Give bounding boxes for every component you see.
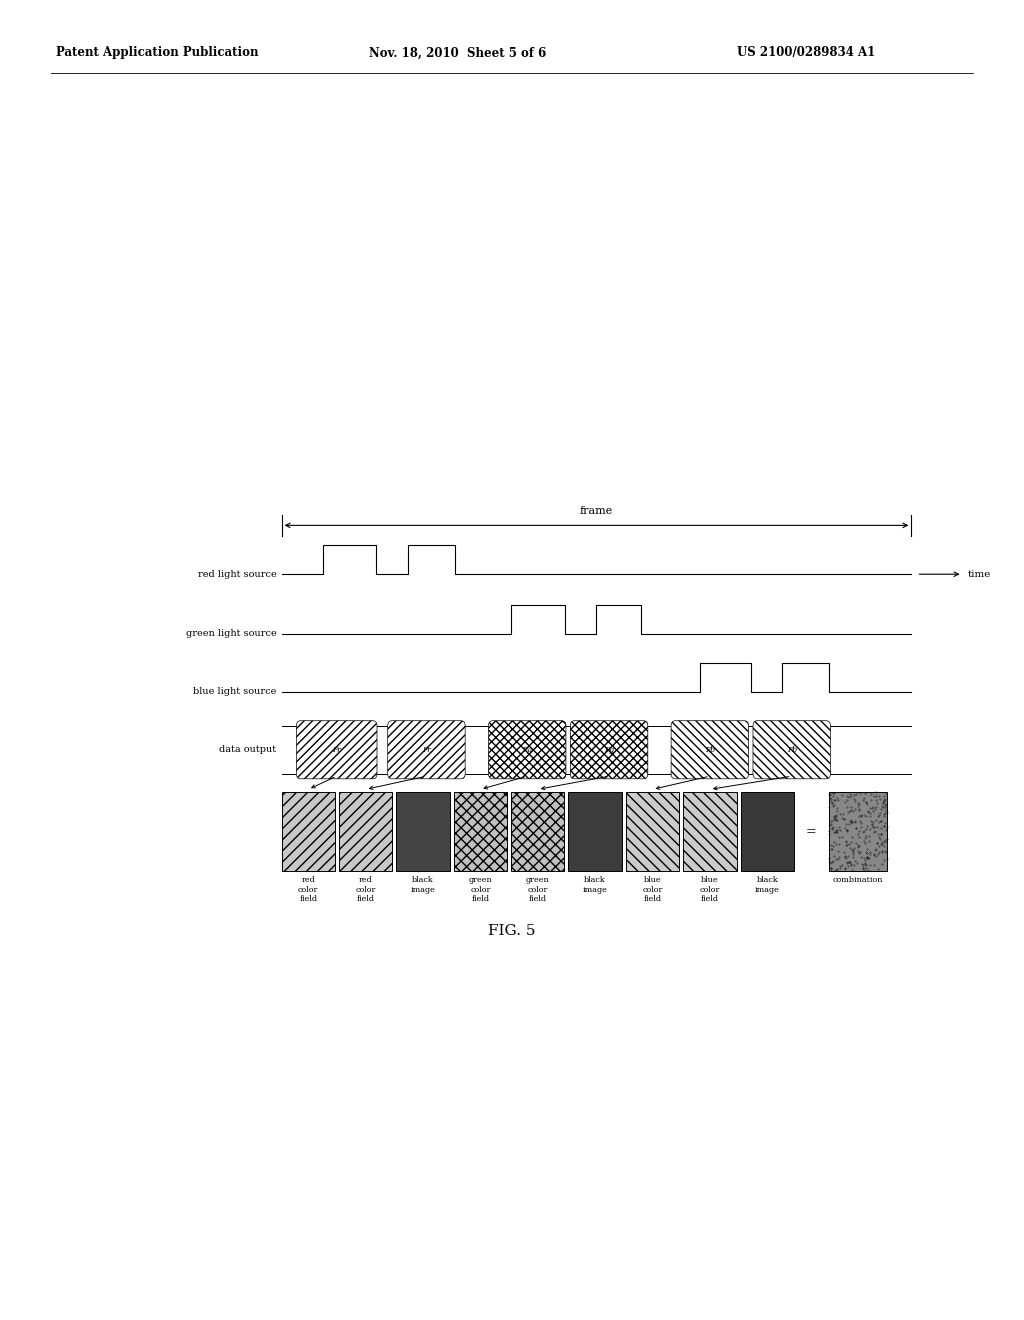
Text: red light source: red light source [198,570,276,578]
Bar [282,792,335,871]
Text: red
color
field: red color field [298,876,318,903]
Text: Fg: Fg [604,746,614,754]
Text: Nov. 18, 2010  Sheet 5 of 6: Nov. 18, 2010 Sheet 5 of 6 [369,46,546,59]
Bar [454,792,507,871]
Bar [626,792,679,871]
Text: Fg: Fg [522,746,532,754]
FancyBboxPatch shape [388,721,465,779]
Bar [396,792,450,871]
Bar [511,792,564,871]
Bar [828,792,888,871]
Bar [683,792,736,871]
Text: combination: combination [833,876,884,884]
Text: data output: data output [219,746,276,754]
Text: green
color
field: green color field [469,876,493,903]
Text: Patent Application Publication: Patent Application Publication [56,46,259,59]
Text: black
image: black image [755,876,779,894]
Text: Fr: Fr [332,746,341,754]
Bar [740,792,794,871]
Text: Fb: Fb [705,746,715,754]
Text: blue
color
field: blue color field [642,876,663,903]
Text: blue
color
field: blue color field [699,876,720,903]
FancyBboxPatch shape [488,721,566,779]
Bar [568,792,622,871]
Text: =: = [806,825,816,838]
Text: red
color
field: red color field [355,876,376,903]
Text: US 2100/0289834 A1: US 2100/0289834 A1 [737,46,876,59]
Text: time: time [968,570,991,578]
Bar [339,792,392,871]
FancyBboxPatch shape [671,721,749,779]
Text: frame: frame [580,506,613,516]
FancyBboxPatch shape [570,721,648,779]
Text: black
image: black image [583,876,607,894]
Text: black
image: black image [411,876,435,894]
Text: green
color
field: green color field [526,876,550,903]
Text: green light source: green light source [185,630,276,638]
Text: Fr: Fr [422,746,431,754]
FancyBboxPatch shape [753,721,830,779]
FancyBboxPatch shape [296,721,377,779]
Text: blue light source: blue light source [194,688,276,696]
Text: Fb: Fb [786,746,797,754]
Text: FIG. 5: FIG. 5 [488,924,536,937]
